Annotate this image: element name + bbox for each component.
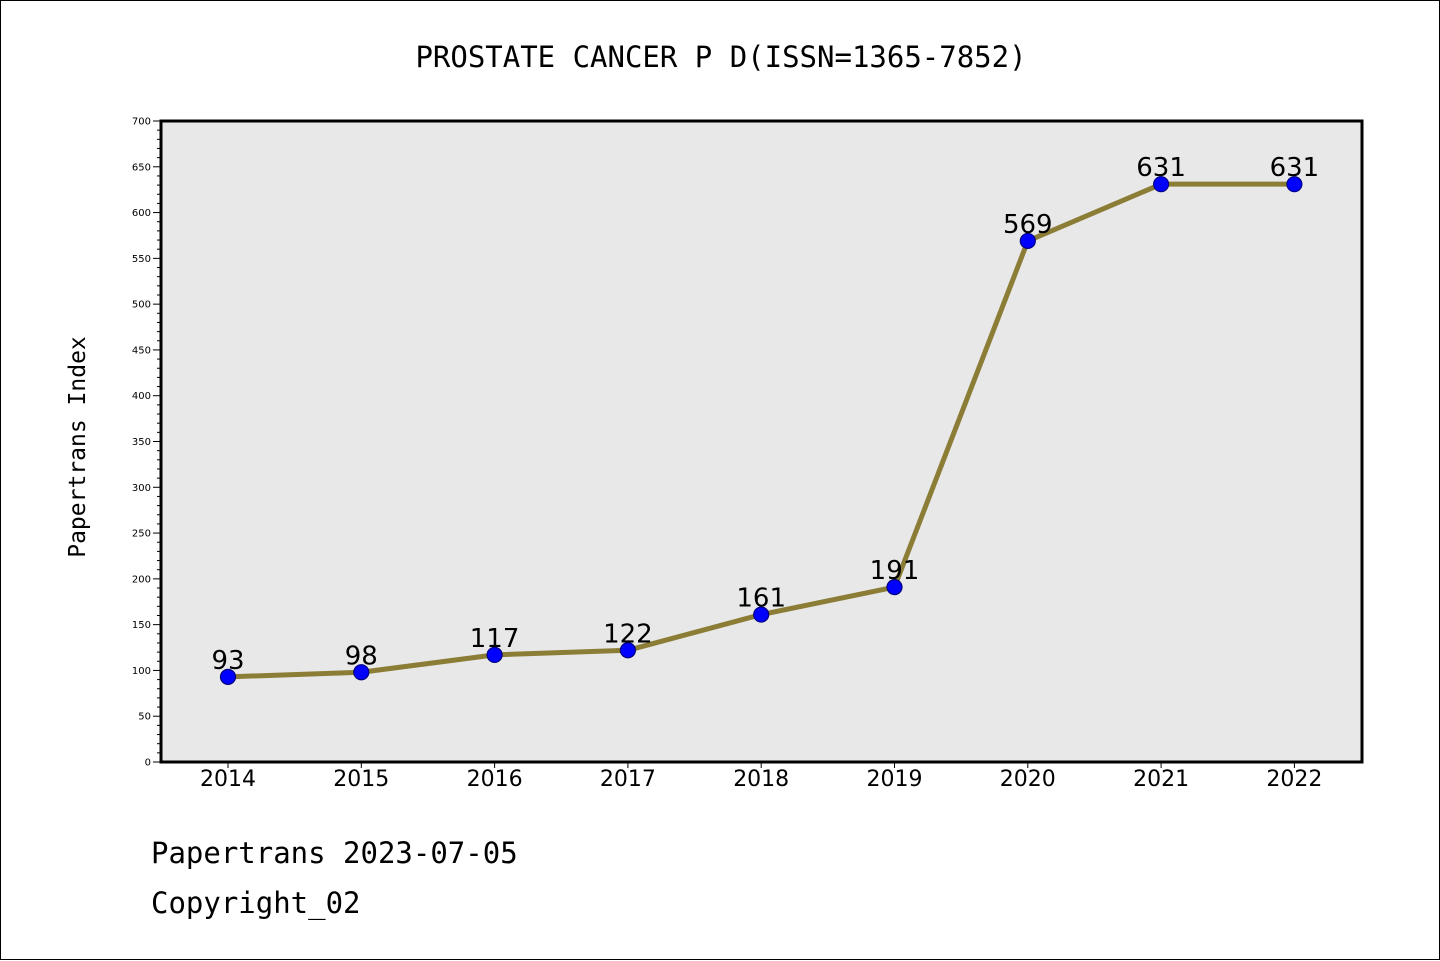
y-tick-label: 650 bbox=[132, 162, 151, 173]
data-label: 161 bbox=[736, 584, 786, 614]
y-tick-label: 550 bbox=[132, 254, 151, 265]
data-point bbox=[1152, 176, 1170, 193]
x-tick-label: 2015 bbox=[333, 767, 389, 792]
plot-border bbox=[159, 119, 1364, 764]
chart-title: PROSTATE CANCER P D(ISSN=1365-7852) bbox=[415, 40, 1026, 74]
y-tick-label: 50 bbox=[138, 712, 151, 723]
y-tick-label: 100 bbox=[132, 666, 151, 677]
footer-date: Papertrans 2023-07-05 bbox=[151, 836, 518, 870]
y-tick-label: 300 bbox=[132, 483, 151, 494]
data-label: 631 bbox=[1270, 153, 1320, 183]
data-point bbox=[753, 606, 770, 623]
data-point bbox=[886, 578, 903, 596]
x-tick-label: 2019 bbox=[867, 767, 923, 792]
data-point bbox=[1286, 176, 1303, 193]
data-label: 569 bbox=[1003, 210, 1053, 240]
x-tick-label: 2016 bbox=[467, 767, 523, 792]
x-tick-label: 2014 bbox=[200, 767, 256, 792]
y-tick-label: 350 bbox=[132, 437, 151, 448]
footer-copyright: Copyright_02 bbox=[151, 886, 361, 920]
y-tick-label: 400 bbox=[132, 391, 151, 402]
y-tick-label: 500 bbox=[132, 300, 151, 311]
x-axis: 2014 2015 2016 2017 2018 2019 2020 2021 2022 bbox=[200, 762, 1322, 792]
data-label: 191 bbox=[870, 556, 920, 586]
data-point bbox=[486, 646, 503, 663]
data-label: 631 bbox=[1136, 153, 1186, 183]
x-tick-label: 2018 bbox=[733, 767, 789, 792]
data-label: 93 bbox=[211, 646, 244, 676]
x-tick-label: 2022 bbox=[1266, 767, 1322, 792]
x-tick-label: 2017 bbox=[600, 767, 656, 792]
y-tick-label: 150 bbox=[132, 620, 151, 631]
data-point bbox=[619, 642, 637, 659]
data-label: 117 bbox=[470, 624, 520, 654]
y-tick-label: 600 bbox=[132, 208, 151, 219]
y-tick-label: 250 bbox=[132, 529, 151, 540]
y-tick-label: 200 bbox=[132, 574, 151, 585]
series-line-group: 93 98 117 122 161 191 569 631 631 bbox=[211, 153, 1320, 685]
x-tick-label: 2021 bbox=[1133, 767, 1189, 792]
y-axis: 0 50 100 150 200 250 300 350 400 450 500 550 600 650 7… bbox=[132, 117, 161, 769]
data-point bbox=[219, 668, 237, 685]
data-label: 122 bbox=[603, 619, 653, 649]
plot-area bbox=[161, 121, 1362, 762]
y-tick-label: 450 bbox=[132, 345, 151, 356]
x-tick-label: 2020 bbox=[1000, 767, 1056, 792]
y-tick-label: 700 bbox=[132, 117, 151, 128]
data-label: 98 bbox=[345, 641, 378, 671]
y-axis-label: Papertrans Index bbox=[65, 336, 91, 558]
data-point bbox=[353, 664, 370, 681]
y-tick-label: 0 bbox=[145, 758, 151, 769]
data-point bbox=[1019, 232, 1036, 250]
